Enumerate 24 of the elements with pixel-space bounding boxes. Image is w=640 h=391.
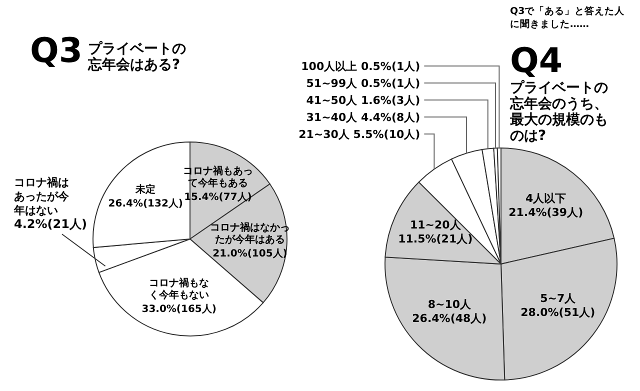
slice-label: 5~7人 bbox=[540, 292, 577, 305]
slice-label: 100人以上 0.5%(1人) bbox=[301, 60, 420, 73]
slice-label: 未定 bbox=[134, 183, 156, 196]
slice-label: 21~30人 5.5%(10人) bbox=[298, 128, 420, 141]
chart-title: Q3 bbox=[30, 31, 83, 71]
data-label: 4.2%(21人) bbox=[14, 217, 87, 232]
data-label: 21.4%(39人) bbox=[508, 206, 584, 219]
slice-label: 8~10人 bbox=[428, 298, 472, 312]
slice-label: 51~99人 0.5%(1人) bbox=[306, 77, 420, 90]
slice-label: 41~50人 1.6%(3人) bbox=[306, 94, 420, 107]
chart-subtitle: プライベートの忘年会はある? bbox=[87, 40, 186, 73]
data-label: 26.4%(48人) bbox=[412, 312, 487, 326]
data-label: 33.0%(165人) bbox=[142, 303, 216, 316]
text: Q3で「ある」と答えた人に聞きました…… bbox=[510, 5, 626, 30]
slice-label: 31~40人 4.4%(8人) bbox=[306, 111, 420, 124]
data-label: 26.4%(132人) bbox=[108, 197, 184, 210]
slice-label: コロナ禍もなく今年もない bbox=[149, 277, 210, 302]
slice-label: コロナ禍はあったが今年はない bbox=[13, 176, 70, 218]
slice-label: 4人以下 bbox=[526, 192, 566, 205]
slice-label: 11~20人 bbox=[410, 218, 462, 232]
data-label: 28.0%(51人) bbox=[520, 306, 596, 319]
text: プライベートの忘年会のうち、最大の規模のものは? bbox=[509, 79, 608, 144]
chart-title: Q4 bbox=[510, 41, 563, 81]
data-label: 11.5%(21人) bbox=[398, 232, 473, 246]
